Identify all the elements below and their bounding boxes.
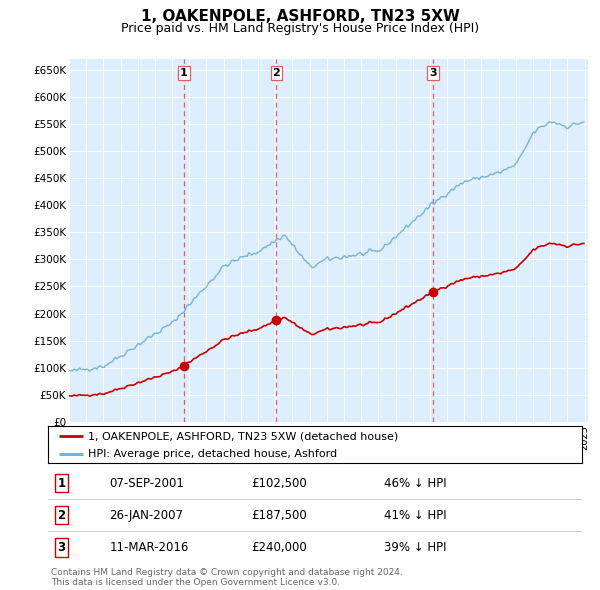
Text: 2: 2 bbox=[272, 68, 280, 78]
Text: Contains HM Land Registry data © Crown copyright and database right 2024.
This d: Contains HM Land Registry data © Crown c… bbox=[51, 568, 403, 587]
Text: 26-JAN-2007: 26-JAN-2007 bbox=[109, 509, 184, 522]
Text: HPI: Average price, detached house, Ashford: HPI: Average price, detached house, Ashf… bbox=[88, 449, 337, 459]
Text: £102,500: £102,500 bbox=[251, 477, 307, 490]
Text: £187,500: £187,500 bbox=[251, 509, 307, 522]
Text: 1, OAKENPOLE, ASHFORD, TN23 5XW: 1, OAKENPOLE, ASHFORD, TN23 5XW bbox=[140, 9, 460, 24]
Text: 3: 3 bbox=[57, 541, 65, 554]
Text: 11-MAR-2016: 11-MAR-2016 bbox=[109, 541, 189, 554]
Text: £240,000: £240,000 bbox=[251, 541, 307, 554]
Text: Price paid vs. HM Land Registry's House Price Index (HPI): Price paid vs. HM Land Registry's House … bbox=[121, 22, 479, 35]
Text: 07-SEP-2001: 07-SEP-2001 bbox=[109, 477, 184, 490]
Text: 2: 2 bbox=[57, 509, 65, 522]
Text: 41% ↓ HPI: 41% ↓ HPI bbox=[385, 509, 447, 522]
Text: 1, OAKENPOLE, ASHFORD, TN23 5XW (detached house): 1, OAKENPOLE, ASHFORD, TN23 5XW (detache… bbox=[88, 431, 398, 441]
Text: 3: 3 bbox=[430, 68, 437, 78]
Text: 39% ↓ HPI: 39% ↓ HPI bbox=[385, 541, 447, 554]
Text: 1: 1 bbox=[57, 477, 65, 490]
Text: 46% ↓ HPI: 46% ↓ HPI bbox=[385, 477, 447, 490]
Text: 1: 1 bbox=[180, 68, 188, 78]
